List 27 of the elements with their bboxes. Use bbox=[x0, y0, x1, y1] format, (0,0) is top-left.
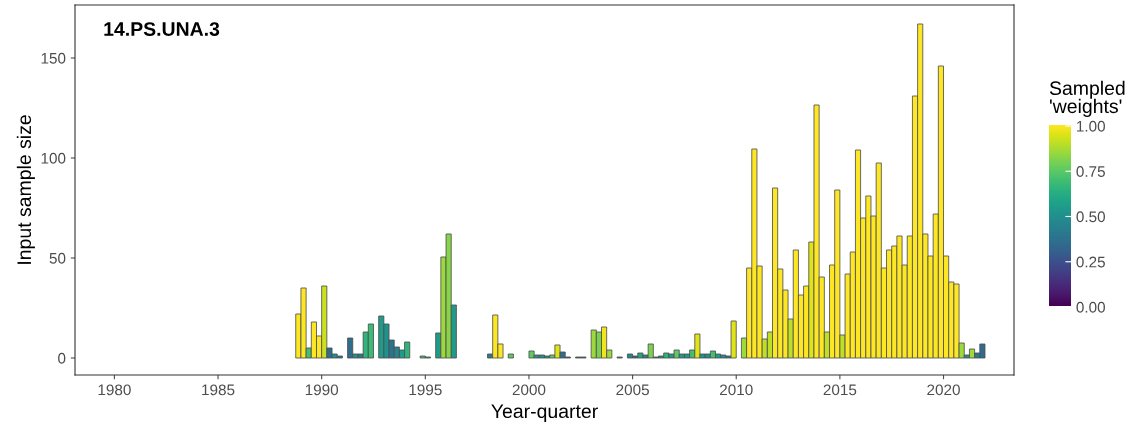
x-tick-label: 2010 bbox=[720, 384, 753, 396]
color-bar-label: 0.25 bbox=[1076, 256, 1105, 268]
color-bar-label: 0.50 bbox=[1076, 211, 1105, 223]
x-tick-label: 1985 bbox=[202, 384, 235, 396]
bar bbox=[528, 350, 535, 359]
x-tick-label: 2015 bbox=[823, 384, 857, 396]
y-axis-title: Input sample size bbox=[16, 115, 35, 264]
bar bbox=[626, 353, 634, 359]
color-bar-label: 0.75 bbox=[1076, 166, 1105, 177]
bar bbox=[590, 329, 597, 359]
bar bbox=[507, 353, 514, 359]
text: 14.PS.UNA.3 bbox=[104, 22, 220, 36]
color-bar-label: 1.00 bbox=[1077, 120, 1105, 132]
x-tick-label: 1990 bbox=[305, 384, 339, 396]
y-tick-label: 100 bbox=[41, 152, 66, 164]
x-tick-label: 2005 bbox=[616, 384, 649, 396]
color-bar-label: 0.00 bbox=[1076, 301, 1105, 313]
y-tick-label: 0 bbox=[58, 352, 66, 364]
x-tick-label: 1980 bbox=[98, 384, 131, 396]
x-tick-label: 1995 bbox=[409, 384, 442, 396]
color-bar-title: Sampled 'weights' bbox=[1049, 80, 1125, 117]
x-tick-label: 2000 bbox=[512, 384, 546, 396]
y-tick-label: 50 bbox=[49, 252, 66, 264]
y-tick-label: 150 bbox=[41, 52, 66, 64]
x-tick-label: 2020 bbox=[927, 384, 960, 396]
bar bbox=[347, 337, 354, 359]
x-axis-title: Year-quarter bbox=[491, 404, 598, 422]
